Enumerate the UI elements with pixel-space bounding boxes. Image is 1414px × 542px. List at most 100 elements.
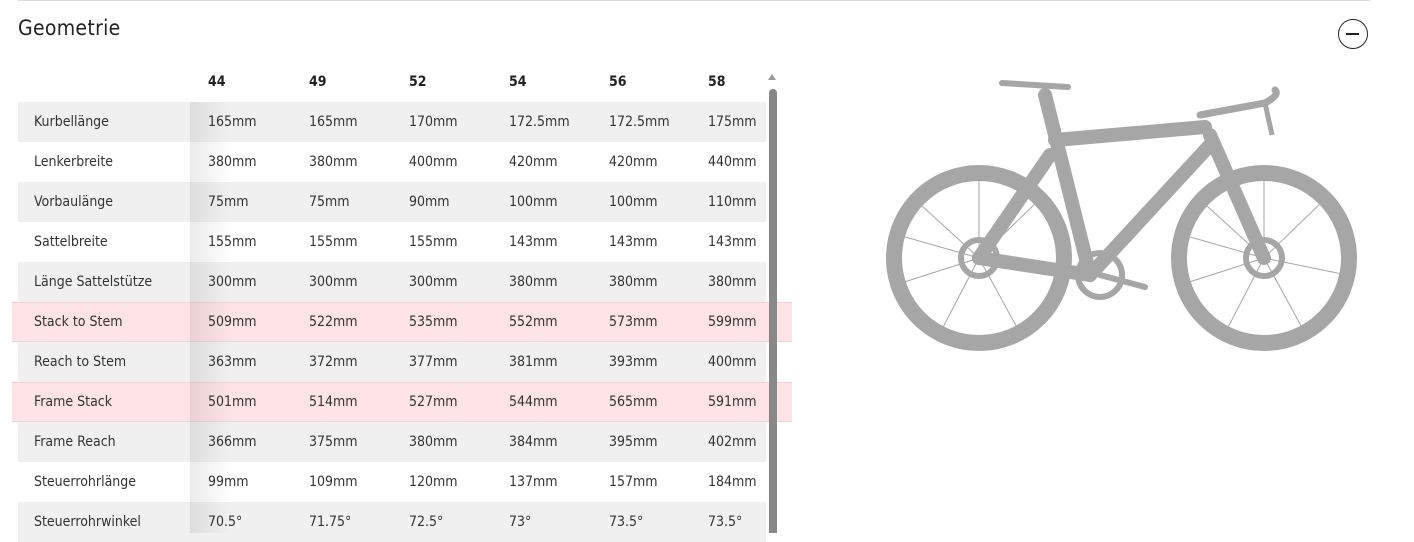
table-cell: 380mm (409, 434, 458, 450)
row-label: Sattelbreite (34, 234, 108, 250)
row-label: Stack to Stem (34, 314, 123, 330)
table-cell: 514mm (309, 394, 358, 410)
table-cell: 109mm (309, 474, 358, 490)
table-cell: 552mm (509, 314, 558, 330)
table-cell: 137mm (509, 474, 558, 490)
table-cell: 99mm (208, 474, 249, 490)
table-cell: 73.5° (708, 514, 743, 530)
table-row: Lenkerbreite 380mm 380mm 400mm 420mm 420mm 440… (18, 142, 766, 182)
row-label: Länge Sattelstütze (34, 274, 153, 290)
table-row: Reach to Stem 363mm 372mm 377mm 381mm 393mm 40… (18, 342, 766, 382)
row-label: Frame Stack (34, 394, 113, 410)
table-header: 44 49 52 54 56 58 (18, 62, 766, 102)
table-cell: 380mm (708, 274, 757, 290)
row-label: Lenkerbreite (34, 154, 114, 170)
table-row: Kurbellänge 165mm 165mm 170mm 172.5mm 172.5mm… (18, 102, 766, 142)
table-cell: 522mm (309, 314, 358, 330)
table-cell: 380mm (208, 154, 257, 170)
table-cell: 380mm (509, 274, 558, 290)
table-row: Länge Sattelstütze 300mm 300mm 300mm 380mm 38… (18, 262, 766, 302)
table-cell: 375mm (309, 434, 358, 450)
table-cell: 591mm (708, 394, 757, 410)
table-cell: 400mm (409, 154, 458, 170)
table-cell: 381mm (509, 354, 558, 370)
table-cell: 165mm (208, 114, 257, 130)
table-cell: 120mm (409, 474, 458, 490)
geometry-table: 44 49 52 54 56 58 Kurbellänge 165mm 165mm 1… (12, 62, 792, 542)
table-cell: 157mm (609, 474, 658, 490)
table-cell: 363mm (208, 354, 257, 370)
table-cell: 501mm (208, 394, 257, 410)
bike-silhouette-image (886, 80, 1357, 351)
table-cell: 400mm (708, 354, 757, 370)
table-cell: 573mm (609, 314, 658, 330)
table-cell: 366mm (208, 434, 257, 450)
table-cell: 170mm (409, 114, 458, 130)
table-cell: 300mm (208, 274, 257, 290)
table-cell: 384mm (509, 434, 558, 450)
table-cell: 110mm (708, 194, 757, 210)
table-cell: 143mm (708, 234, 757, 250)
section-title: Geometrie (18, 16, 121, 40)
top-divider (18, 0, 1370, 1)
row-label: Kurbellänge (34, 114, 109, 130)
size-header: 58 (708, 74, 726, 90)
size-header: 52 (409, 74, 427, 90)
table-cell: 372mm (309, 354, 358, 370)
table-cell: 72.5° (409, 514, 444, 530)
table-cell: 184mm (708, 474, 757, 490)
table-cell: 73° (509, 514, 532, 530)
size-header: 49 (309, 74, 327, 90)
size-header: 44 (208, 74, 226, 90)
table-cell: 535mm (409, 314, 458, 330)
table-cell: 300mm (309, 274, 358, 290)
row-label: Steuerrohrlänge (34, 474, 137, 490)
table-cell: 380mm (609, 274, 658, 290)
row-label: Steuerrohrwinkel (34, 514, 141, 530)
table-cell: 155mm (208, 234, 257, 250)
table-row: Steuerrohrlänge 99mm 109mm 120mm 137mm 157mm 1… (18, 462, 766, 502)
table-cell: 509mm (208, 314, 257, 330)
table-cell: 527mm (409, 394, 458, 410)
table-cell: 143mm (609, 234, 658, 250)
table-cell: 172.5mm (609, 114, 670, 130)
table-row: Steuerrohrwinkel 70.5° 71.75° 72.5° 73° 73.5°… (18, 502, 766, 542)
table-cell: 420mm (609, 154, 658, 170)
table-cell: 90mm (409, 194, 450, 210)
table-row: Frame Stack 501mm 514mm 527mm 544mm 565mm 591m… (12, 382, 792, 422)
table-cell: 440mm (708, 154, 757, 170)
row-label: Frame Reach (34, 434, 116, 450)
table-cell: 380mm (309, 154, 358, 170)
minus-circle-icon[interactable] (1338, 19, 1368, 49)
table-cell: 175mm (708, 114, 757, 130)
table-cell: 70.5° (208, 514, 243, 530)
table-cell: 300mm (409, 274, 458, 290)
size-header: 56 (609, 74, 627, 90)
table-cell: 172.5mm (509, 114, 570, 130)
table-cell: 71.75° (309, 514, 352, 530)
size-header: 54 (509, 74, 527, 90)
table-cell: 565mm (609, 394, 658, 410)
table-cell: 544mm (509, 394, 558, 410)
table-cell: 599mm (708, 314, 757, 330)
table-cell: 100mm (609, 194, 658, 210)
table-cell: 393mm (609, 354, 658, 370)
scrollbar-thumb[interactable] (769, 89, 777, 533)
table-row: Frame Reach 366mm 375mm 380mm 384mm 395mm 402m… (18, 422, 766, 462)
table-row: Stack to Stem 509mm 522mm 535mm 552mm 573mm 59… (12, 302, 792, 342)
table-cell: 75mm (309, 194, 350, 210)
table-cell: 100mm (509, 194, 558, 210)
table-row: Sattelbreite 155mm 155mm 155mm 143mm 143mm 143… (18, 222, 766, 262)
table-cell: 155mm (309, 234, 358, 250)
table-cell: 395mm (609, 434, 658, 450)
table-cell: 402mm (708, 434, 757, 450)
table-cell: 155mm (409, 234, 458, 250)
table-cell: 377mm (409, 354, 458, 370)
table-cell: 165mm (309, 114, 358, 130)
table-cell: 73.5° (609, 514, 644, 530)
row-label: Reach to Stem (34, 354, 127, 370)
row-label: Vorbaulänge (34, 194, 114, 210)
table-row: Vorbaulänge 75mm 75mm 90mm 100mm 100mm 110mm (18, 182, 766, 222)
scroll-up-arrow-icon[interactable] (768, 74, 776, 80)
table-cell: 420mm (509, 154, 558, 170)
